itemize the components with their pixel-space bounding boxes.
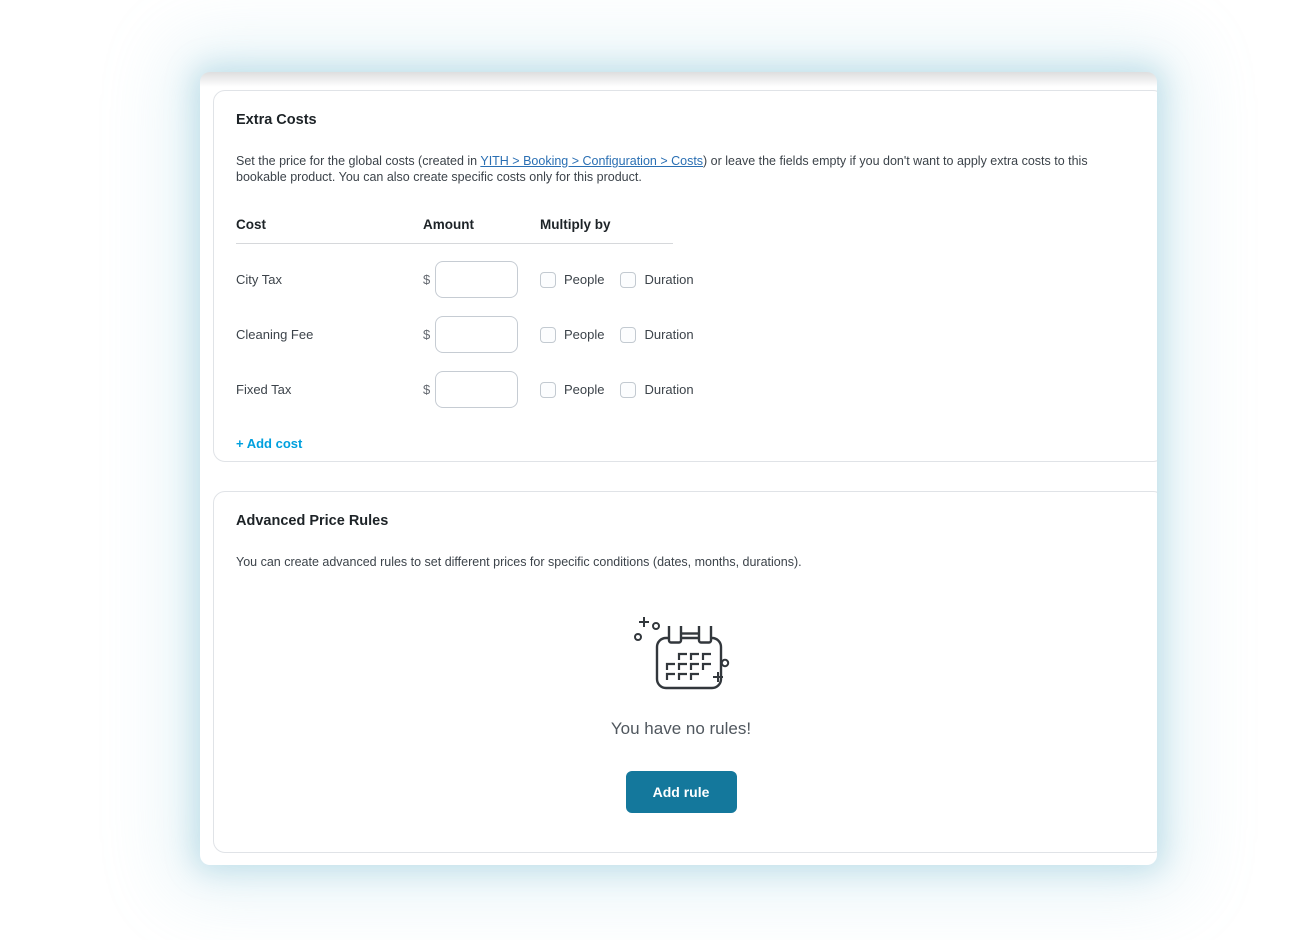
duration-checkbox-label[interactable]: Duration [644,382,694,397]
people-checkbox[interactable] [540,326,556,343]
extra-costs-title: Extra Costs [236,112,317,128]
empty-state: You have no rules! Add rule [236,606,1126,813]
table-row: City Tax $ People Duration [236,260,694,299]
amount-input[interactable] [435,371,519,408]
cost-name-label: Cleaning Fee [236,327,314,342]
advanced-price-rules-title: Advanced Price Rules [236,513,389,529]
multiply-by-cell: People Duration [540,326,694,343]
costs-config-link[interactable]: YITH > Booking > Configuration > Costs [480,154,704,168]
people-checkbox-label[interactable]: People [564,272,605,287]
costs-table-header: Cost Amount Multiply by [236,217,673,244]
cost-name-label: City Tax [236,272,282,287]
duration-checkbox[interactable] [620,381,637,398]
amount-cell: $ [423,316,540,353]
people-checkbox-label[interactable]: People [564,327,605,342]
amount-input[interactable] [435,261,519,298]
amount-cell: $ [423,371,540,408]
costs-table: Cost Amount Multiply by City Tax $ Peopl… [236,217,694,409]
add-cost-link[interactable]: + Add cost [236,436,303,451]
column-header-cost: Cost [236,217,266,232]
multiply-by-cell: People Duration [540,381,694,398]
currency-symbol: $ [423,382,431,397]
no-rules-message: You have no rules! [610,719,752,738]
duration-checkbox-item[interactable]: Duration [620,326,694,343]
add-rule-button[interactable]: Add rule [625,771,737,813]
cost-name-label: Fixed Tax [236,382,292,397]
duration-checkbox-item[interactable]: Duration [620,271,694,288]
table-row: Cleaning Fee $ People Duration [236,315,694,354]
duration-checkbox[interactable] [620,271,637,288]
people-checkbox-item[interactable]: People [540,271,605,288]
column-header-multiply-by: Multiply by [540,217,611,232]
calendar-icon [625,606,737,701]
currency-symbol: $ [423,327,431,342]
duration-checkbox[interactable] [620,326,637,343]
content-panel: Extra Costs Set the price for the global… [200,72,1157,865]
people-checkbox[interactable] [540,271,556,288]
people-checkbox[interactable] [540,381,556,398]
amount-input[interactable] [435,316,519,353]
extra-costs-description: Set the price for the global costs (crea… [236,153,1141,185]
amount-cell: $ [423,261,540,298]
duration-checkbox-label[interactable]: Duration [644,327,694,342]
table-row: Fixed Tax $ People Duration [236,370,694,409]
people-checkbox-item[interactable]: People [540,326,605,343]
multiply-by-cell: People Duration [540,271,694,288]
description-text-post: ) or leave the fields empty if you don't… [236,154,1088,184]
column-header-amount: Amount [423,217,474,232]
extra-costs-card: Extra Costs Set the price for the global… [213,90,1157,462]
people-checkbox-label[interactable]: People [564,382,605,397]
advanced-price-rules-description: You can create advanced rules to set dif… [236,555,802,569]
duration-checkbox-item[interactable]: Duration [620,381,694,398]
duration-checkbox-label[interactable]: Duration [644,272,694,287]
currency-symbol: $ [423,272,431,287]
advanced-price-rules-card: Advanced Price Rules You can create adva… [213,491,1157,853]
description-text-pre: Set the price for the global costs (crea… [236,154,481,168]
people-checkbox-item[interactable]: People [540,381,605,398]
